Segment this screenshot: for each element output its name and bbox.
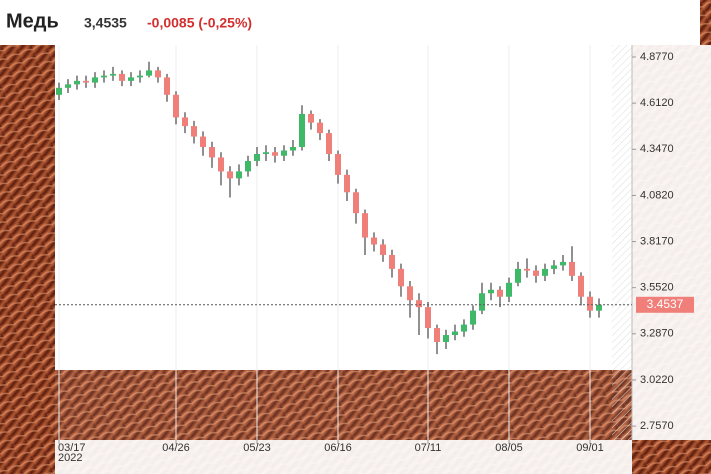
candle-body: [398, 268, 404, 287]
y-tick-label: 4.0820: [640, 189, 674, 201]
candle-body: [227, 171, 233, 179]
plot-area-lower: [55, 370, 632, 440]
candle-body: [551, 265, 557, 269]
candle-body: [65, 84, 71, 88]
x-tick-label: 06/16: [324, 442, 352, 454]
candle-body: [452, 331, 458, 336]
x-tick-label: 07/11: [415, 442, 442, 454]
candle-body: [119, 73, 125, 81]
candle-body: [416, 300, 422, 308]
candle-body: [389, 254, 395, 269]
candle-body: [380, 244, 386, 255]
candle-body: [344, 174, 350, 193]
x-tick-label: 05/23: [243, 442, 271, 454]
x-tick-label: 09/01: [576, 442, 604, 454]
future-zone: [612, 45, 632, 440]
candle-body: [443, 335, 449, 342]
candle-body: [317, 122, 323, 134]
last-price-box: [636, 296, 694, 313]
y-tick-label: 3.5520: [640, 282, 674, 294]
candle-body: [407, 286, 413, 301]
candle-body: [182, 117, 188, 127]
candle-body: [263, 152, 269, 154]
candle-body: [470, 310, 476, 325]
y-tick-label: 3.8170: [640, 235, 674, 247]
candle-body: [506, 282, 512, 297]
candle-body: [362, 213, 368, 238]
candle-body: [128, 77, 134, 81]
candle-body: [164, 77, 170, 95]
y-tick-label: 3.0220: [640, 374, 674, 386]
y-tick-label: 3.2870: [640, 328, 674, 340]
header-title: Медь: [6, 10, 59, 32]
candle-body: [578, 275, 584, 297]
candle-body: [299, 113, 305, 148]
candle-body: [146, 70, 152, 76]
last-price-label: 3.4537: [647, 297, 684, 311]
header-change: -0,0085 (-0,25%): [147, 15, 252, 31]
candle-body: [200, 136, 206, 148]
candle-body: [101, 75, 107, 78]
candle-body: [281, 150, 287, 156]
candle-body: [533, 270, 539, 276]
x-tick-label: 08/05: [495, 442, 523, 454]
candle-body: [218, 157, 224, 172]
x-tick-label: 04/26: [162, 442, 190, 454]
candle-body: [524, 268, 530, 271]
candle-body: [209, 147, 215, 158]
candle-body: [488, 289, 494, 294]
candle-body: [335, 153, 341, 175]
candle-body: [515, 268, 521, 283]
candle-body: [290, 147, 296, 151]
candle-body: [308, 113, 314, 123]
candle-body: [110, 73, 116, 76]
header-price: 3,4535: [84, 15, 127, 31]
candle-body: [83, 80, 89, 83]
x-year-label: 2022: [58, 452, 82, 464]
candle-body: [245, 160, 251, 172]
candle-body: [425, 307, 431, 329]
candle-body: [74, 80, 80, 85]
candle-body: [137, 75, 143, 78]
candle-body: [353, 192, 359, 214]
candle-body: [560, 261, 566, 266]
candle-body: [236, 171, 242, 179]
plot-area: [55, 45, 632, 370]
candle-body: [173, 94, 179, 118]
candle-body: [191, 126, 197, 137]
candle-body: [155, 70, 161, 78]
candle-body: [272, 152, 278, 156]
y-axis-panel: [632, 45, 711, 440]
candle-body: [434, 328, 440, 342]
candle-body: [587, 296, 593, 311]
candle-body: [542, 268, 548, 276]
y-tick-label: 4.8770: [640, 51, 674, 63]
candle-body: [461, 324, 467, 332]
candle-body: [92, 77, 98, 83]
candle-body: [371, 237, 377, 245]
y-tick-label: 2.7570: [640, 420, 674, 432]
header-bar: [0, 0, 700, 45]
x-axis-panel: [55, 440, 632, 474]
candle-body: [479, 293, 485, 311]
y-tick-label: 4.6120: [640, 97, 674, 109]
candle-body: [326, 133, 332, 154]
x-tick-label: 03/17: [58, 442, 86, 454]
candle-body: [497, 289, 503, 297]
candle-body: [254, 153, 260, 161]
candle-body: [569, 261, 575, 276]
y-tick-label: 4.3470: [640, 143, 674, 155]
candle-body: [596, 304, 602, 311]
candle-body: [56, 87, 62, 95]
